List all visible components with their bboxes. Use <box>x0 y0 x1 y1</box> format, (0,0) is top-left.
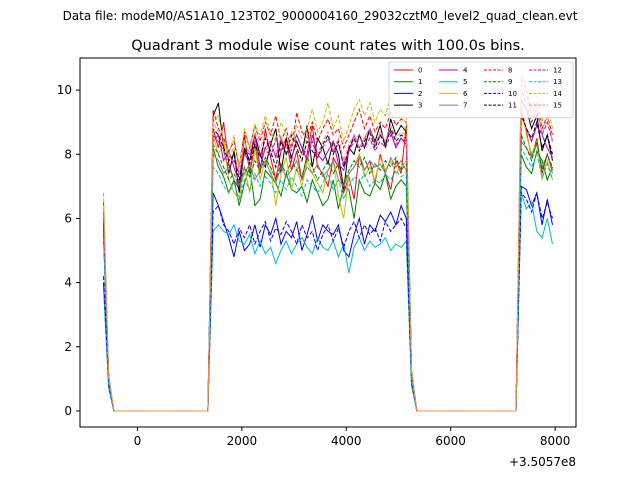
x-tick-label: 6000 <box>435 434 466 448</box>
legend-label-3: 3 <box>418 102 422 110</box>
axes: 0 2000 4000 6000 8000 0 2 4 6 8 10 <box>57 83 571 448</box>
legend-label-5: 5 <box>463 78 467 86</box>
y-tick-label: 2 <box>64 340 72 354</box>
legend-label-1: 1 <box>418 78 422 86</box>
y-tick-label: 10 <box>57 83 72 97</box>
series-line-15 <box>103 83 553 412</box>
x-offset-label: +3.5057e8 <box>509 455 576 469</box>
legend-label-8: 8 <box>508 67 512 75</box>
legend-label-10: 10 <box>508 90 517 98</box>
plot-frame <box>79 57 577 428</box>
legend-label-13: 13 <box>553 78 562 86</box>
legend-label-12: 12 <box>553 67 562 75</box>
figure-suptitle: Data file: modeM0/AS1A10_123T02_90000041… <box>63 9 578 23</box>
y-tick-label: 6 <box>64 211 72 225</box>
legend-label-11: 11 <box>508 102 517 110</box>
legend-label-15: 15 <box>553 102 562 110</box>
x-tick-label: 0 <box>134 434 142 448</box>
series-layer <box>103 72 553 412</box>
chart-title: Quadrant 3 module wise count rates with … <box>131 38 525 54</box>
legend-label-9: 9 <box>508 78 512 86</box>
legend-label-14: 14 <box>553 90 562 98</box>
legend-box <box>388 61 574 119</box>
x-tick-label: 2000 <box>227 434 258 448</box>
legend-label-0: 0 <box>418 67 422 75</box>
legend-label-6: 6 <box>463 90 468 98</box>
y-tick-label: 8 <box>64 147 72 161</box>
legend-label-2: 2 <box>418 90 422 98</box>
x-tick-label: 4000 <box>331 434 362 448</box>
legend-label-7: 7 <box>463 102 467 110</box>
x-tick-label: 8000 <box>540 434 571 448</box>
legend-label-4: 4 <box>463 67 468 75</box>
y-tick-label: 0 <box>64 404 72 418</box>
y-tick-label: 4 <box>64 276 72 290</box>
